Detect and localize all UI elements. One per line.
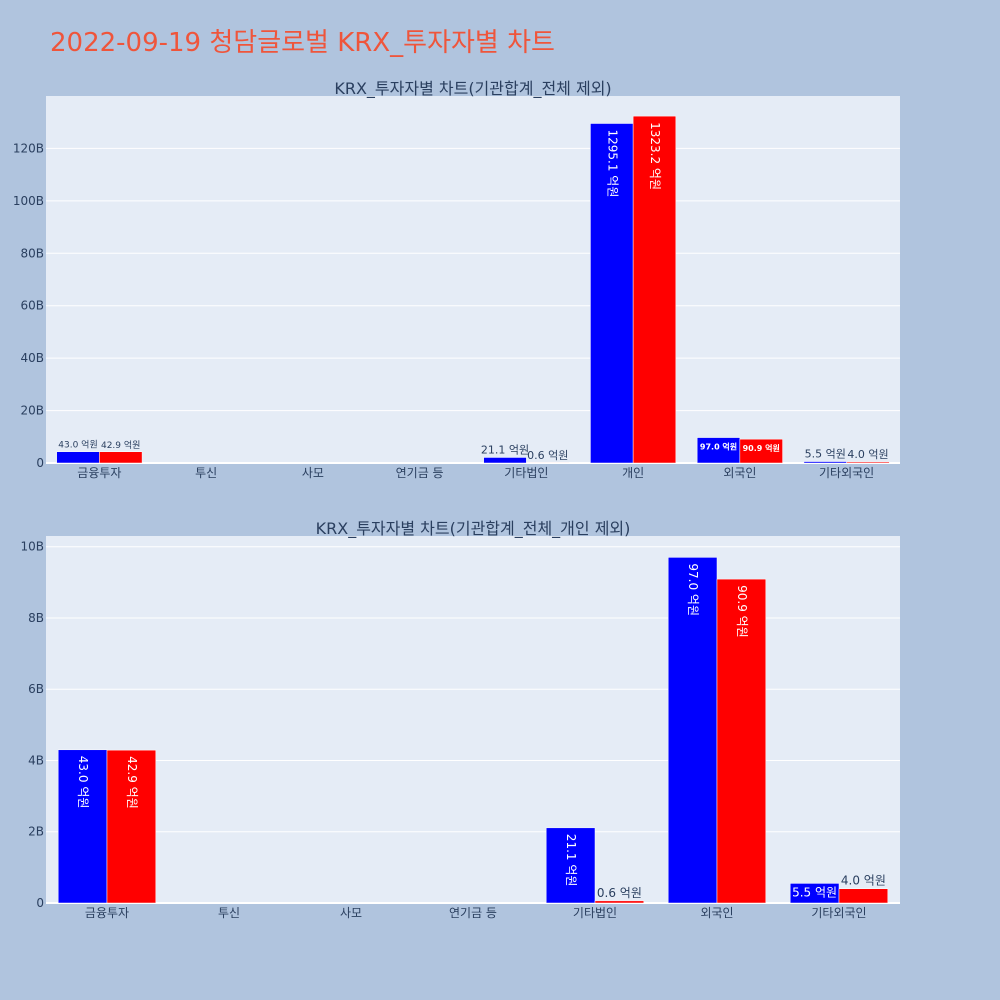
chart-title: KRX_투자자별 차트(기관합계_전체 제외) [334,79,611,99]
page-title: 2022-09-19 청담글로벌 KRX_투자자별 차트 [50,28,555,58]
x-tick-label: 외국인 [723,466,756,480]
y-tick-label: 40B [20,351,44,365]
chart-title: KRX_투자자별 차트(기관합계_전체_개인 제외) [316,519,631,539]
y-tick-label: 20B [20,404,44,418]
data-label: 4.0 억원 [847,448,888,461]
chart-1: 0 20B 40B 60B 80B 100B 120B KRX_투자자별 차트(기관합계_전체… [13,79,900,480]
data-label: 21.1 억원 [564,834,578,887]
x-tick-label: 연기금 등 [449,906,497,920]
bar [545,827,596,904]
data-label: 43.0 억원 [58,439,97,451]
bar [846,461,890,464]
data-label: 5.5 억원 [792,885,837,899]
bar [632,115,677,464]
y-tick-label: 4B [28,753,44,767]
y-tick-label: 60B [20,299,44,313]
data-label: 5.5 억원 [805,448,846,461]
y-tick-label: 0 [36,456,44,470]
y-tick-label: 2B [28,825,44,839]
data-label: 42.9 억원 [125,756,139,809]
x-tick-label: 투신 [218,906,240,920]
y-tick-label: 80B [20,246,44,260]
data-label: 1323.2 억원 [648,122,662,190]
bar [57,749,108,904]
plot-area [46,96,900,463]
data-label: 97.0 억원 [686,563,700,616]
bar [803,461,847,464]
y-tick-label: 120B [13,141,44,155]
x-tick-label: 기타외국인 [811,906,866,920]
data-label: 43.0 억원 [76,756,90,809]
x-tick-label: 기타법인 [504,466,548,480]
bar [99,451,143,464]
chart-2: 0 2B 4B 6B 8B 10B KRX_투자자별 차트(기관합계_전체_개인 제외) 금융… [20,519,900,920]
x-tick-label: 금융투자 [85,906,129,920]
x-tick-label: 투신 [195,466,217,480]
data-label: 1295.1 억원 [605,129,619,197]
bar [483,457,527,464]
data-label: 0.6 억원 [597,886,642,900]
data-label: 97.0 억원 [700,442,737,452]
x-tick-label: 외국인 [700,906,733,920]
bar [594,900,645,904]
y-tick-label: 8B [28,611,44,625]
x-tick-label: 금융투자 [77,466,121,480]
y-tick-label: 6B [28,682,44,696]
x-tick-label: 기타외국인 [819,466,874,480]
bar [56,451,100,464]
data-label: 21.1 억원 [481,443,529,456]
bar [106,749,157,904]
x-tick-label: 개인 [622,466,644,480]
data-label: 0.6 억원 [527,449,568,462]
x-tick-label: 연기금 등 [396,466,444,480]
bar [716,578,767,904]
y-tick-label: 100B [13,194,44,208]
data-label: 4.0 억원 [841,874,886,888]
plot-area [46,536,900,903]
bar [739,438,783,464]
bar [696,437,741,464]
x-tick-label: 사모 [340,906,362,920]
data-label: 90.9 억원 [743,443,780,453]
data-label: 90.9 억원 [735,585,749,638]
data-label: 42.9 억원 [101,439,140,451]
x-tick-label: 기타법인 [573,906,617,920]
y-tick-label: 0 [36,896,44,910]
bar [838,888,889,904]
bar [590,123,634,464]
y-tick-label: 10B [20,540,44,554]
bar [667,557,718,904]
x-tick-label: 사모 [302,466,324,480]
